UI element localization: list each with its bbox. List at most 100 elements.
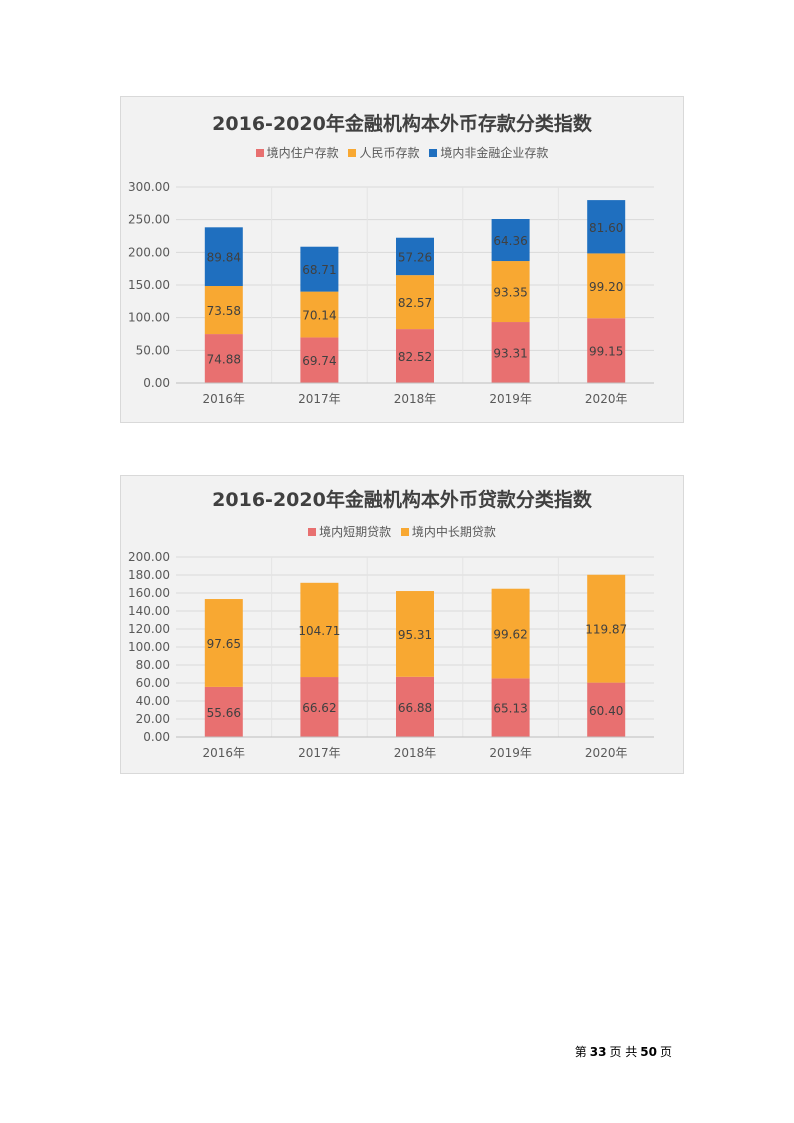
- legend-label: 境内中长期贷款: [411, 525, 496, 539]
- x-tick-label: 2017年: [298, 746, 341, 760]
- bar-segment: [396, 591, 434, 677]
- legend-item-household-deposit: 境内住户存款: [255, 144, 339, 161]
- deposit-chart-title: 2016-2020年金融机构本外币存款分类指数: [212, 113, 592, 135]
- legend-item-enterprise-deposit: 境内非金融企业存款: [429, 144, 548, 161]
- bar-segment: [204, 227, 243, 287]
- data-label: 82.52: [398, 350, 432, 364]
- bar-segment: [587, 682, 626, 737]
- bar-segment: [491, 322, 530, 383]
- y-tick-label: 300.00: [128, 180, 170, 194]
- y-tick-label: 180.00: [128, 568, 170, 582]
- x-tick-label: 2019年: [489, 746, 532, 760]
- y-tick-label: 100.00: [128, 640, 170, 654]
- loan-chart-title: 2016-2020年金融机构本外币贷款分类指数: [212, 489, 592, 511]
- legend-swatch: [308, 528, 317, 536]
- footer-total-pages: 50: [640, 1045, 657, 1059]
- data-label: 69.74: [302, 354, 336, 368]
- bar-segment: [587, 253, 626, 319]
- legend-item-long-term-loan: 境内中长期贷款: [400, 523, 496, 540]
- bar-segment: [204, 334, 243, 383]
- bar-segment: [396, 275, 434, 330]
- legend-swatch: [429, 149, 438, 157]
- y-tick-label: 200.00: [128, 550, 170, 564]
- data-label: 73.58: [207, 304, 241, 318]
- y-tick-label: 140.00: [128, 604, 170, 618]
- data-label: 70.14: [302, 309, 336, 323]
- data-label: 74.88: [207, 353, 241, 367]
- bar-segment: [300, 677, 339, 737]
- bar-segment: [300, 337, 339, 383]
- legend-label: 境内住户存款: [266, 146, 339, 160]
- data-label: 57.26: [398, 250, 432, 264]
- loan-chart-plot: 0.00 20.00 40.00 60.00 80.00 100.00 120.00 140.…: [128, 550, 654, 760]
- bar-segment: [587, 574, 626, 683]
- data-label: 82.57: [398, 296, 432, 310]
- legend-swatch: [348, 149, 357, 157]
- bar-segment: [491, 588, 530, 679]
- data-label: 60.40: [589, 704, 623, 718]
- x-tick-label: 2019年: [489, 392, 532, 406]
- bar-segment: [491, 261, 530, 323]
- legend-swatch: [400, 528, 409, 536]
- y-tick-label: 50.00: [136, 343, 170, 357]
- data-label: 89.84: [207, 251, 241, 265]
- bar-segment: [396, 237, 434, 276]
- bar-segment: [587, 200, 626, 254]
- legend-item-short-term-loan: 境内短期贷款: [308, 523, 391, 540]
- deposit-chart-plot: 0.00 50.00 100.00 150.00 200.00 250.00 300.00 7…: [128, 180, 654, 406]
- data-label: 93.35: [493, 286, 527, 300]
- legend-label: 境内短期贷款: [319, 525, 392, 539]
- y-tick-label: 0.00: [143, 376, 170, 390]
- x-tick-label: 2017年: [298, 392, 341, 406]
- data-label: 64.36: [493, 234, 527, 248]
- data-label: 99.62: [493, 628, 527, 642]
- legend-swatch: [255, 149, 264, 157]
- data-label: 66.62: [302, 701, 336, 715]
- footer-page-number: 33: [589, 1045, 607, 1059]
- y-tick-label: 20.00: [136, 712, 170, 726]
- data-label: 95.31: [398, 628, 432, 642]
- legend-item-rmb-deposit: 人民币存款: [348, 144, 420, 161]
- footer-middle: 页 共: [609, 1045, 638, 1059]
- legend-label: 境内非金融企业存款: [440, 146, 549, 160]
- bar-segment: [300, 246, 339, 292]
- bar-segment: [587, 318, 626, 383]
- bar-segment: [300, 582, 339, 678]
- bar-segment: [491, 678, 530, 737]
- x-tick-label: 2018年: [394, 392, 437, 406]
- y-tick-label: 40.00: [136, 694, 170, 708]
- x-tick-label: 2020年: [585, 392, 628, 406]
- x-tick-label: 2016年: [203, 746, 246, 760]
- bar-segment: [204, 599, 243, 687]
- data-label: 119.87: [585, 623, 627, 637]
- data-label: 104.71: [298, 624, 340, 638]
- footer-suffix: 页: [659, 1045, 672, 1059]
- data-label: 93.31: [493, 347, 527, 361]
- loan-chart-panel: 2016-2020年金融机构本外币贷款分类指数 境内短期贷款 境内中长期贷款 0…: [120, 475, 684, 774]
- y-tick-label: 160.00: [128, 586, 170, 600]
- bar-segment: [300, 291, 339, 338]
- deposit-chart-panel: 2016-2020年金融机构本外币存款分类指数 境内住户存款 人民币存款 境内非…: [120, 96, 684, 423]
- data-label: 99.20: [589, 280, 623, 294]
- bar-segment: [396, 329, 434, 383]
- y-tick-label: 80.00: [136, 658, 170, 672]
- bar-segment: [396, 676, 434, 737]
- bar-segment: [204, 686, 243, 737]
- data-label: 99.15: [589, 345, 623, 359]
- bar-segment: [204, 286, 243, 335]
- y-tick-label: 120.00: [128, 622, 170, 636]
- y-tick-label: 60.00: [136, 676, 170, 690]
- deposit-chart-legend: 境内住户存款 人民币存款 境内非金融企业存款: [121, 144, 683, 161]
- y-tick-label: 200.00: [128, 245, 170, 259]
- y-tick-label: 250.00: [128, 213, 170, 227]
- loan-chart-legend: 境内短期贷款 境内中长期贷款: [121, 523, 683, 540]
- data-label: 97.65: [207, 637, 241, 651]
- data-label: 81.60: [589, 221, 623, 235]
- x-tick-label: 2018年: [394, 746, 437, 760]
- data-label: 55.66: [207, 706, 241, 720]
- y-tick-label: 150.00: [128, 278, 170, 292]
- data-label: 65.13: [493, 702, 527, 716]
- bar-segment: [491, 219, 530, 262]
- legend-label: 人民币存款: [359, 146, 420, 160]
- data-label: 66.88: [398, 701, 432, 715]
